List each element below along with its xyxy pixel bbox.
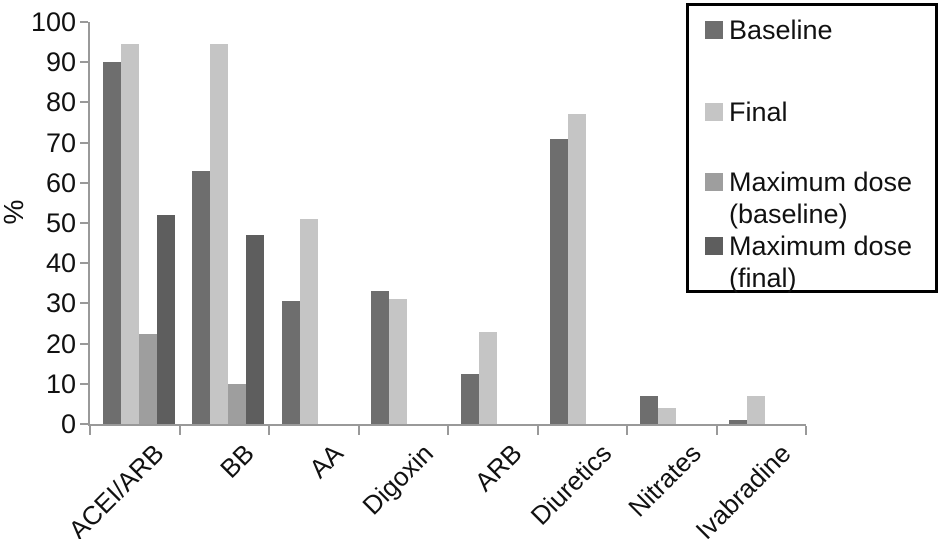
bar-group-arb (448, 22, 538, 424)
x-tick-mark (805, 426, 807, 435)
bar-group-aa (269, 22, 359, 424)
legend-label: Baseline (729, 15, 833, 45)
y-tick-label: 50 (45, 208, 76, 238)
y-tick-label: 0 (60, 409, 76, 439)
bar (192, 170, 211, 424)
x-category-label: ACEI/ARB (62, 438, 170, 539)
x-tick-mark (178, 426, 181, 435)
bar-group-acei-arb (90, 22, 180, 424)
bar (747, 395, 766, 424)
x-category-label: Ivabradine (689, 438, 797, 539)
bar-group-ivabradine (717, 22, 807, 424)
y-tick-mark (80, 302, 88, 305)
y-tick-mark (80, 222, 88, 224)
y-tick-label: 40 (45, 248, 76, 279)
x-tick-mark (89, 426, 91, 435)
x-tick-mark (626, 426, 628, 435)
bar (550, 138, 569, 424)
legend-swatch-icon (705, 103, 723, 121)
y-tick-label: 70 (45, 127, 76, 158)
legend-item: Maximum dose (final) (705, 230, 935, 294)
bar (138, 333, 157, 424)
bar (120, 44, 139, 424)
bar (246, 235, 265, 424)
y-tick-mark (80, 61, 88, 64)
bar-group-diuretics (538, 22, 628, 424)
y-tick-mark (80, 141, 88, 144)
bar-group-bb (180, 22, 270, 424)
y-tick-mark (80, 101, 88, 104)
x-tick-mark (536, 426, 539, 435)
bar (371, 291, 390, 424)
y-tick-mark (80, 181, 88, 184)
bar-group-digoxin (359, 22, 449, 424)
bar (389, 299, 408, 424)
bar (460, 373, 479, 424)
x-category-label: Diuretics (524, 438, 618, 531)
bar (478, 331, 497, 424)
y-tick-mark (80, 382, 88, 385)
plot-area: 0 10 20 30 40 50 60 70 80 90 100 ACEI/ARB BB AA Digoxi… (31, 9, 807, 539)
legend: Baseline Final Maximum dose (baseline) Maxi… (686, 3, 938, 293)
legend-label: Maximum dose (final) (729, 231, 913, 293)
x-category-label: Nitrates (622, 438, 707, 523)
x-category-label: AA (303, 438, 349, 484)
x-tick-mark (357, 426, 360, 435)
legend-item: Baseline (705, 14, 935, 46)
x-category-label: BB (213, 438, 260, 484)
legend-label: Final (729, 97, 788, 127)
bar (102, 62, 121, 424)
bar (729, 419, 748, 424)
legend-label: Maximum dose (baseline) (729, 167, 913, 229)
bar (281, 301, 300, 424)
bar (228, 383, 247, 424)
bar (210, 44, 229, 424)
y-tick-label: 100 (30, 7, 76, 37)
legend-swatch-icon (705, 237, 723, 255)
x-category-label: Digoxin (355, 438, 439, 521)
legend-swatch-icon (705, 21, 723, 39)
x-tick-mark (447, 426, 449, 435)
bar (657, 407, 676, 424)
y-tick-label: 30 (45, 288, 76, 319)
bar-group-nitrates (627, 22, 717, 424)
y-tick-mark (80, 21, 88, 23)
x-tick-mark (268, 426, 270, 435)
bar (568, 114, 587, 424)
y-tick-mark (80, 262, 88, 265)
bar (639, 395, 658, 424)
y-tick-label: 60 (45, 167, 76, 198)
y-tick-mark (80, 342, 88, 345)
bar (156, 214, 175, 424)
y-tick-label: 20 (45, 328, 76, 359)
y-tick-mark (80, 423, 88, 425)
x-tick-mark (715, 426, 718, 435)
x-category-label: ARB (468, 438, 528, 498)
y-tick-label: 10 (45, 368, 76, 399)
legend-item: Maximum dose (baseline) (705, 166, 935, 230)
y-tick-label: 90 (45, 47, 76, 78)
y-tick-label: 80 (45, 87, 76, 118)
legend-item: Final (705, 96, 935, 128)
bar (299, 218, 318, 424)
legend-swatch-icon (705, 173, 723, 191)
